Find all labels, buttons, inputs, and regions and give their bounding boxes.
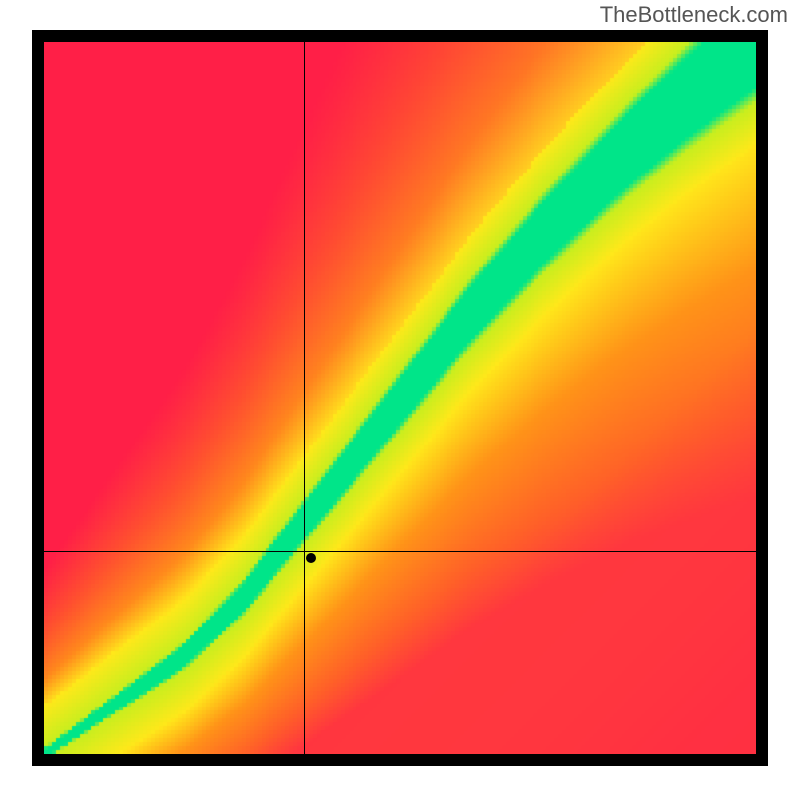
- heatmap-canvas: [44, 42, 756, 754]
- data-point-marker: [306, 553, 316, 563]
- heatmap-plot: [44, 42, 756, 754]
- chart-frame: [32, 30, 768, 766]
- root: TheBottleneck.com: [0, 0, 800, 800]
- watermark-text: TheBottleneck.com: [600, 2, 788, 28]
- crosshair-horizontal: [44, 551, 756, 552]
- crosshair-vertical: [304, 42, 305, 754]
